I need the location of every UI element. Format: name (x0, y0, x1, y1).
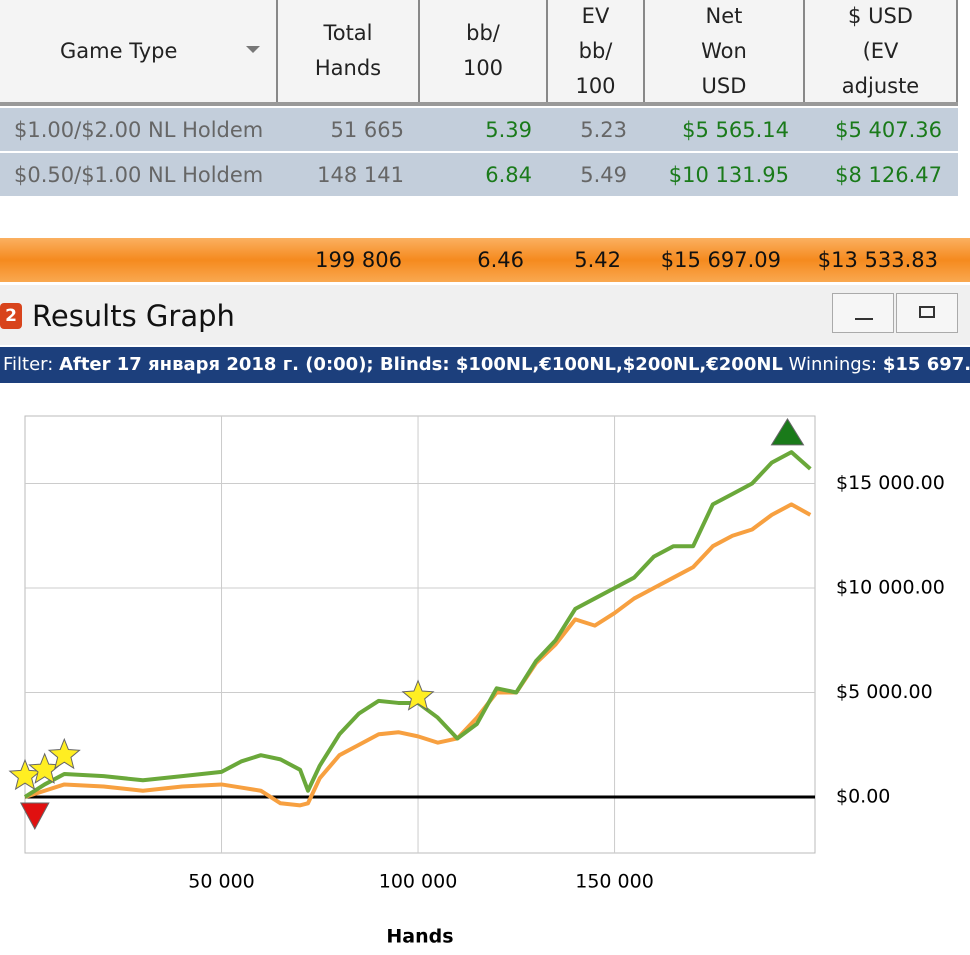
series-line (23, 450, 812, 799)
total-cell: 6.46 (477, 248, 524, 272)
plot-area (24, 415, 816, 854)
cell: $8 126.47 (835, 162, 942, 187)
column-header[interactable]: bb/ 100 (420, 0, 548, 102)
marker-triangle-down (19, 802, 50, 831)
maximize-button[interactable] (896, 293, 958, 333)
total-cell: 5.42 (574, 248, 621, 272)
x-tick-label: 50 000 (188, 871, 254, 893)
column-header[interactable]: Total Hands (278, 0, 420, 102)
header-rule (0, 102, 958, 106)
cell: $1.00/$2.00 NL Holdem (14, 117, 264, 142)
winnings-value: $15 697.09 (882, 354, 970, 375)
totals-bg (0, 238, 970, 282)
marker-star (401, 679, 435, 711)
filter-bar: Filter: After 17 января 2018 г. (0:00); … (0, 347, 970, 383)
window-title: Results Graph (32, 299, 235, 333)
x-axis-label: Hands (386, 926, 453, 948)
cell: 148 141 (317, 162, 404, 187)
y-tick-label: $0.00 (836, 785, 890, 807)
sort-arrow[interactable] (246, 46, 260, 60)
total-cell: 199 806 (315, 248, 402, 272)
cell: $0.50/$1.00 NL Holdem (14, 162, 264, 187)
cell: 5.23 (580, 117, 627, 142)
total-cell: $13 533.83 (817, 248, 938, 272)
filter-label: Filter: (3, 354, 54, 375)
column-header[interactable]: $ USD (EV adjuste (805, 0, 958, 102)
filter-value: After 17 января 2018 г. (0:00); Blinds: … (59, 354, 783, 375)
cell: 6.84 (485, 162, 532, 187)
badge: 2 (0, 303, 22, 329)
column-header[interactable]: EV bb/ 100 (548, 0, 645, 102)
y-tick-label: $15 000.00 (836, 472, 945, 494)
x-tick-label: 100 000 (379, 871, 458, 893)
row-bg (0, 108, 958, 151)
row-bg (0, 153, 958, 196)
marker-triangle-up (770, 417, 805, 446)
cell: 5.49 (580, 162, 627, 187)
y-tick-label: $10 000.00 (836, 576, 945, 598)
y-tick-label: $5 000.00 (836, 681, 933, 703)
cell: $5 407.36 (835, 117, 942, 142)
column-header[interactable]: Net Won USD (645, 0, 805, 102)
window-titlebar: 2 Results Graph (0, 285, 970, 345)
winnings-label: Winnings: (788, 354, 878, 375)
cell: $5 565.14 (682, 117, 789, 142)
total-cell: $15 697.09 (660, 248, 781, 272)
series-line (24, 502, 812, 808)
minimize-button[interactable] (832, 293, 894, 333)
cell: 51 665 (330, 117, 404, 142)
cell: $10 131.95 (668, 162, 789, 187)
column-header[interactable]: Game Type (0, 0, 278, 102)
x-tick-label: 150 000 (575, 871, 654, 893)
marker-star (47, 737, 81, 770)
cell: 5.39 (485, 117, 532, 142)
